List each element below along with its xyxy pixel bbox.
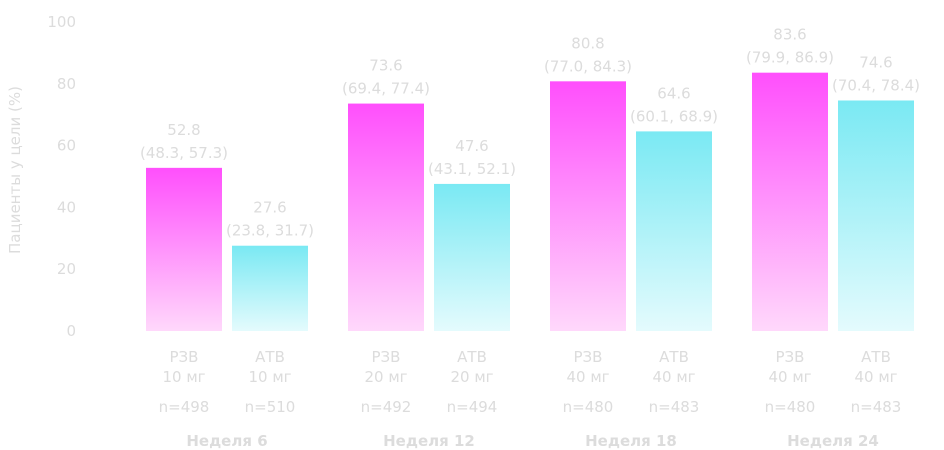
category-label-dose: 40 мг <box>768 368 811 386</box>
group-label: Неделя 18 <box>585 432 677 450</box>
sample-size-label: n=480 <box>563 398 614 416</box>
category-label-dose: 40 мг <box>652 368 695 386</box>
category-label-drug: АТВ <box>659 348 689 366</box>
bar-atv <box>434 183 510 331</box>
data-label-value: 80.8 <box>571 34 604 52</box>
bar-atv <box>232 245 308 331</box>
y-tick-label: 0 <box>66 322 76 340</box>
data-label-ci: (79.9, 86.9) <box>746 49 834 67</box>
data-label-value: 83.6 <box>773 26 806 44</box>
category-label-drug: РЗВ <box>170 348 199 366</box>
group-label: Неделя 6 <box>186 432 267 450</box>
bar-atv <box>636 131 712 331</box>
bar-labels: 52.8 (48.3, 57.3) РЗВ 10 мг n=498 27.6 (23.8, … <box>140 26 920 450</box>
bar-rzv <box>752 72 828 332</box>
y-tick-label: 60 <box>57 137 76 155</box>
y-tick-label: 100 <box>47 13 76 31</box>
y-axis-ticks: 0 20 40 60 80 100 <box>47 13 76 340</box>
category-label-dose: 20 мг <box>450 368 493 386</box>
data-label-ci: (43.1, 52.1) <box>428 160 516 178</box>
bar-rzv <box>550 81 626 331</box>
category-label-dose: 10 мг <box>162 368 205 386</box>
data-label-value: 52.8 <box>167 121 200 139</box>
category-label-dose: 40 мг <box>854 368 897 386</box>
category-label-dose: 20 мг <box>364 368 407 386</box>
data-label-ci: (70.4, 78.4) <box>832 76 920 94</box>
category-label-drug: АТВ <box>861 348 891 366</box>
group-label: Неделя 24 <box>787 432 879 450</box>
bar-atv <box>838 100 914 332</box>
data-label-value: 64.6 <box>657 84 690 102</box>
data-label-ci: (77.0, 84.3) <box>544 57 632 75</box>
category-label-dose: 10 мг <box>248 368 291 386</box>
sample-size-label: n=483 <box>649 398 700 416</box>
category-label-drug: РЗВ <box>372 348 401 366</box>
data-label-ci: (69.4, 77.4) <box>342 80 430 98</box>
category-label-drug: РЗВ <box>776 348 805 366</box>
data-label-value: 73.6 <box>369 57 402 75</box>
y-tick-label: 40 <box>57 198 76 216</box>
category-label-drug: РЗВ <box>574 348 603 366</box>
category-label-drug: АТВ <box>457 348 487 366</box>
bar-rzv <box>146 167 222 331</box>
sample-size-label: n=483 <box>851 398 902 416</box>
data-label-ci: (23.8, 31.7) <box>226 222 314 240</box>
data-label-ci: (48.3, 57.3) <box>140 144 228 162</box>
group-label: Неделя 12 <box>383 432 475 450</box>
data-label-value: 74.6 <box>859 53 892 71</box>
sample-size-label: n=480 <box>765 398 816 416</box>
sample-size-label: n=494 <box>447 398 498 416</box>
sample-size-label: n=498 <box>159 398 210 416</box>
y-axis-label: Пациенты у цели (%) <box>6 86 24 254</box>
bars <box>146 72 914 332</box>
sample-size-label: n=510 <box>245 398 296 416</box>
data-label-ci: (60.1, 68.9) <box>630 107 718 125</box>
category-label-dose: 40 мг <box>566 368 609 386</box>
data-label-value: 27.6 <box>253 199 286 217</box>
bar-rzv <box>348 103 424 332</box>
data-label-value: 47.6 <box>455 137 488 155</box>
sample-size-label: n=492 <box>361 398 412 416</box>
category-label-drug: АТВ <box>255 348 285 366</box>
y-tick-label: 20 <box>57 260 76 278</box>
y-tick-label: 80 <box>57 75 76 93</box>
